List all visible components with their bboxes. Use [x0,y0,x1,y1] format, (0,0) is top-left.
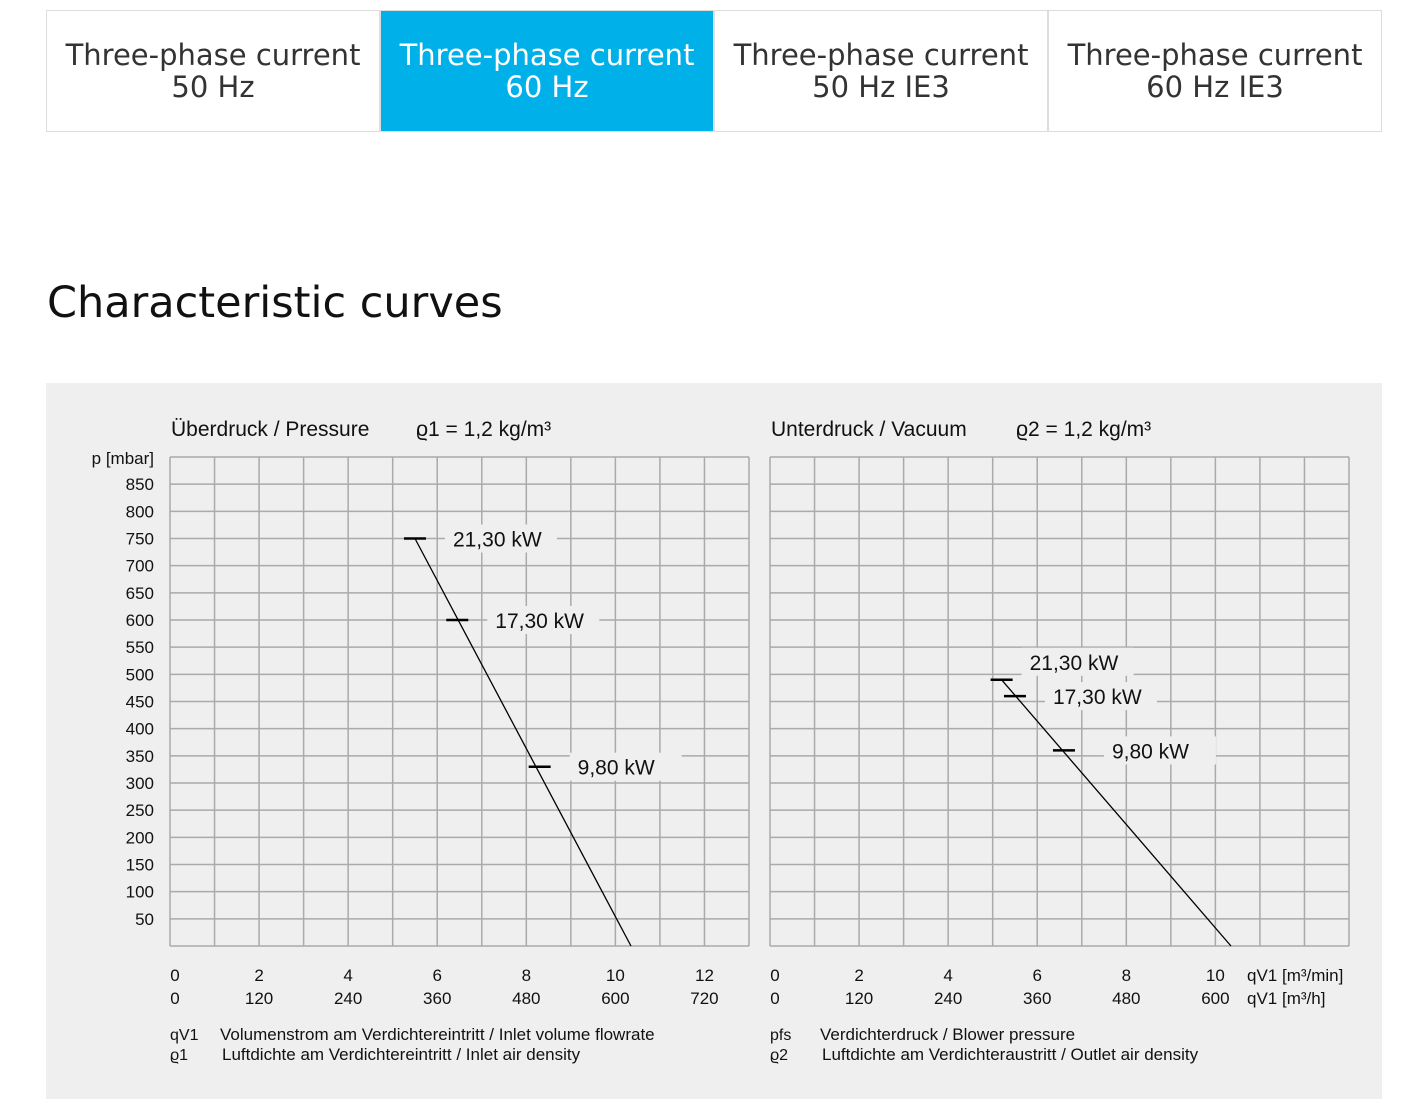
x-tick-label-h: 480 [512,989,540,1008]
tab-50hz[interactable]: Three-phase current 50 Hz [47,11,381,131]
power-label-bg [1021,647,1134,676]
x-tick-label-min: 4 [943,966,952,985]
x-tick-label-min: 10 [1206,966,1225,985]
y-tick-label: 600 [126,611,154,630]
density-label: ϱ2 = 1,2 kg/m³ [1016,418,1151,441]
y-tick-label: 200 [126,828,154,847]
tab-label: Three-phase current [65,38,361,72]
y-tick-label: 50 [135,910,154,929]
legend-symbol: ϱ1 [170,1047,188,1064]
y-tick-label: 400 [126,720,154,739]
tab-sublabel: 60 Hz IE3 [1146,70,1284,104]
x-tick-label-h: 600 [601,989,629,1008]
y-axis-label: p [mbar] [92,449,154,468]
x-tick-label-min: 2 [854,966,863,985]
y-tick-label: 750 [126,530,154,549]
x-tick-label-min: 8 [1122,966,1131,985]
x-tick-label-min: 2 [254,966,263,985]
power-label: 17,30 kW [1053,686,1142,709]
x-tick-label-h: 600 [1201,989,1229,1008]
power-label: 9,80 kW [1112,740,1189,763]
power-label: 21,30 kW [1030,652,1119,675]
power-label: 17,30 kW [495,610,584,633]
tab-60hz-ie3[interactable]: Three-phase current 60 Hz IE3 [1049,11,1381,131]
y-tick-label: 150 [126,856,154,875]
chart-title: Unterdruck / Vacuum [771,418,967,441]
x-tick-label-h: 360 [1023,989,1051,1008]
x-tick-label-h: 360 [423,989,451,1008]
tab-sublabel: 50 Hz [171,70,255,104]
x-tick-label-min: 8 [522,966,531,985]
x-tick-label-h: 0 [770,989,779,1008]
x-tick-label-min: 10 [606,966,625,985]
tab-label: Three-phase current [1067,38,1363,72]
tab-sublabel: 60 Hz [505,70,589,104]
power-label-bg [569,752,682,781]
y-tick-label: 800 [126,502,154,521]
y-tick-label: 550 [126,638,154,657]
x-tick-label-h: 0 [170,989,179,1008]
x-tick-label-h: 240 [334,989,362,1008]
legend-text: Verdichterdruck / Blower pressure [820,1025,1075,1044]
x-tick-label-min: 12 [695,966,714,985]
performance-curve [1001,679,1232,947]
x-tick-label-h: 240 [934,989,962,1008]
legend-text: Luftdichte am Verdichtereintritt / Inlet… [222,1045,581,1064]
tab-label: Three-phase current [399,38,695,72]
legend-symbol: pfs [770,1027,791,1044]
y-tick-label: 500 [126,665,154,684]
power-label: 9,80 kW [578,757,655,780]
x-tick-label-min: 4 [343,966,352,985]
performance-curve [414,538,632,947]
y-tick-label: 650 [126,584,154,603]
y-tick-label: 700 [126,557,154,576]
power-label-bg [444,524,557,553]
x-unit-h: qV1 [m³/h] [1247,989,1325,1008]
x-unit-min: qV1 [m³/min] [1247,966,1343,985]
x-tick-label-min: 6 [432,966,441,985]
x-tick-label-min: 0 [170,966,179,985]
tab-60hz[interactable]: Three-phase current 60 Hz [381,11,715,131]
y-tick-label: 100 [126,883,154,902]
x-tick-label-h: 720 [690,989,718,1008]
tab-sublabel: 50 Hz IE3 [812,70,950,104]
x-tick-label-h: 120 [245,989,273,1008]
x-tick-label-min: 6 [1032,966,1041,985]
x-tick-label-h: 480 [1112,989,1140,1008]
y-tick-label: 850 [126,475,154,494]
page-title: Characteristic curves [47,278,503,328]
y-tick-label: 350 [126,747,154,766]
x-tick-label-min: 0 [770,966,779,985]
legend-symbol: ϱ2 [770,1047,788,1064]
tab-label: Three-phase current [733,38,1029,72]
power-label-bg [1044,682,1157,711]
density-label: ϱ1 = 1,2 kg/m³ [416,418,551,441]
legend-text: Volumenstrom am Verdichtereintritt / Inl… [220,1025,655,1044]
power-label-bg [1103,736,1216,765]
frequency-tabs: Three-phase current 50 Hz Three-phase cur… [46,10,1382,132]
y-tick-label: 450 [126,693,154,712]
y-tick-label: 250 [126,801,154,820]
x-tick-label-h: 120 [845,989,873,1008]
chart-title: Überdruck / Pressure [171,418,369,441]
power-label: 21,30 kW [453,529,542,552]
power-label-bg [487,606,600,634]
tab-50hz-ie3[interactable]: Three-phase current 50 Hz IE3 [715,11,1049,131]
legend-text: Luftdichte am Verdichteraustritt / Outle… [822,1045,1199,1064]
y-tick-label: 300 [126,774,154,793]
legend-symbol: qV1 [170,1027,199,1044]
